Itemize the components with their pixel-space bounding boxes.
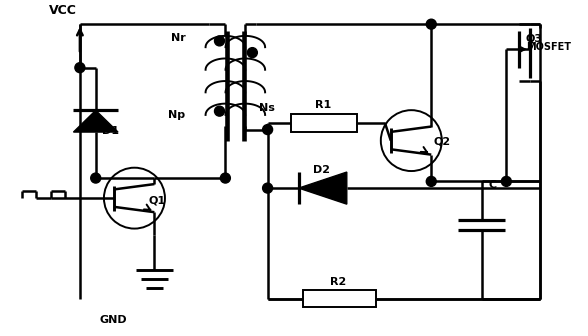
Text: R2: R2 xyxy=(330,277,347,287)
Circle shape xyxy=(248,48,258,57)
Text: GND: GND xyxy=(99,314,127,325)
Circle shape xyxy=(426,176,436,186)
Text: Ns: Ns xyxy=(259,103,275,113)
Circle shape xyxy=(215,106,225,116)
Bar xyxy=(303,290,376,307)
Text: C: C xyxy=(489,180,497,190)
Text: R1: R1 xyxy=(315,100,331,111)
Text: D1: D1 xyxy=(102,126,119,136)
Text: VCC: VCC xyxy=(49,4,76,17)
Text: MOSFET: MOSFET xyxy=(526,42,571,52)
Circle shape xyxy=(220,173,230,183)
Bar xyxy=(291,114,358,132)
Circle shape xyxy=(426,19,436,29)
Text: Np: Np xyxy=(168,110,185,120)
Polygon shape xyxy=(74,110,118,132)
Circle shape xyxy=(75,63,85,73)
Text: Q1: Q1 xyxy=(149,196,166,206)
Circle shape xyxy=(91,173,101,183)
Text: Nr: Nr xyxy=(171,33,186,43)
Text: D2: D2 xyxy=(313,165,330,175)
Circle shape xyxy=(263,183,273,193)
Text: Q2: Q2 xyxy=(433,136,451,146)
Circle shape xyxy=(215,36,225,46)
Polygon shape xyxy=(299,172,347,204)
Circle shape xyxy=(263,125,273,134)
Circle shape xyxy=(502,176,512,186)
Text: Q3: Q3 xyxy=(526,34,543,44)
